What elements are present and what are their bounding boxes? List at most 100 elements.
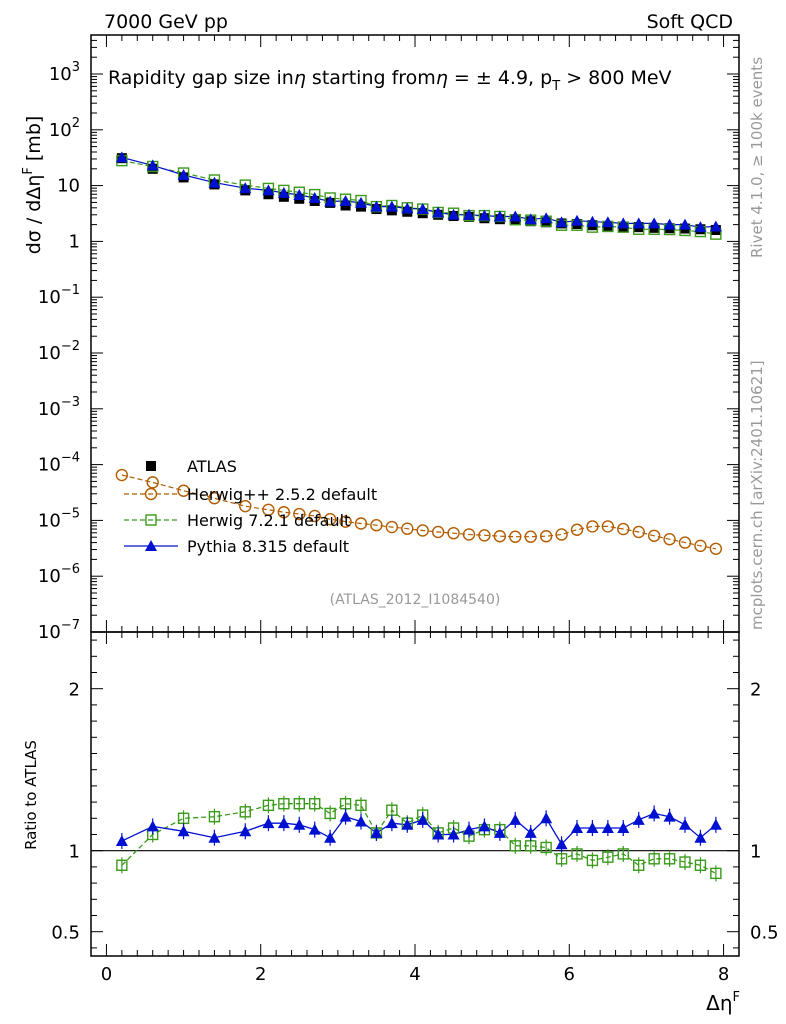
herwig-2-5-2-default-point [632, 525, 645, 539]
pythia-8-315-default-ratio-point [293, 818, 306, 830]
pythia-8-315-default-point [601, 216, 614, 228]
pythia-8-315-default-ratio-point [370, 826, 383, 838]
pythia-8-315-default-ratio-point [694, 831, 707, 843]
herwig-7-2-1-default-ratio-point [540, 841, 552, 854]
pythia-8-315-default-ratio-point [239, 825, 252, 837]
pythia-8-315-default-ratio-point [571, 822, 583, 834]
ratio-x-tick-labels: 0 2 4 6 8 [101, 964, 730, 985]
pythia-8-315-default-ratio-point [601, 822, 614, 834]
pythia-8-315-default-ratio-point [478, 820, 491, 832]
herwig-2-5-2-default-point [462, 528, 476, 541]
herwig-2-5-2-default-point [354, 517, 368, 530]
pythia-8-315-default-ratio-point [540, 812, 553, 824]
pythia-8-315-default-ratio-point [401, 818, 414, 830]
pythia-8-315-default-point [115, 151, 128, 163]
pythia-8-315-default-point [493, 210, 506, 222]
herwig-7-2-1-default-ratio-point [617, 848, 629, 860]
pythia-8-315-default-point [555, 216, 568, 228]
herwig-2-5-2-default-point [262, 503, 275, 516]
herwig-2-5-2-default-point [555, 528, 568, 541]
pythia-8-315-default-point [571, 214, 583, 226]
x-tick-label: 4 [409, 964, 420, 985]
main-y-tick-label: 10−3 [38, 395, 80, 420]
herwig-7-2-1-default-ratio-point [239, 806, 251, 818]
herwig-7-2-1-default-ratio-point [309, 798, 321, 810]
herwig-2-5-2-default-point [401, 522, 414, 535]
pythia-8-315-default-point [177, 168, 190, 180]
pythia-8-315-default-point [694, 221, 707, 233]
herwig-2-5-2-default-point [478, 529, 491, 542]
herwig-2-5-2-default-point [570, 523, 584, 536]
herwig-2-5-2-default-point [617, 522, 630, 536]
ratio-series-points [115, 795, 722, 882]
herwig-7-2-1-default-ratio-point [602, 851, 614, 863]
herwig-2-5-2-default-point [115, 468, 129, 482]
pythia-8-315-default-ratio-point [463, 823, 475, 835]
main-y-tick-label: 103 [49, 60, 80, 85]
herwig-7-2-1-default-ratio-point [571, 848, 583, 860]
pythia-8-315-default-point [355, 196, 367, 208]
x-axis-label: ΔηF [706, 990, 740, 1015]
pythia-8-315-default-ratio-point [146, 820, 159, 832]
pythia-8-315-default-point [277, 186, 290, 198]
pythia-8-315-default-ratio-point [177, 825, 190, 837]
herwig-2-5-2-default-point [601, 520, 615, 533]
herwig-7-2-1-default-ratio-point [648, 853, 660, 865]
pythia-8-315-default-point [416, 203, 429, 215]
legend-marker-herwig-7-2-1-default [145, 514, 157, 526]
pythia-8-315-default-point [586, 215, 599, 227]
legend-label-pythia-8-315-default: Pythia 8.315 default [187, 537, 349, 556]
pythia-8-315-default-ratio-point [447, 828, 460, 840]
pythia-8-315-default-ratio-point [385, 817, 398, 829]
analysis-id: (ATLAS_2012_I1084540) [330, 592, 501, 608]
legend-marker-herwig-2-5-2-default [144, 487, 158, 501]
herwig-7-2-1-default-ratio-point [116, 859, 128, 871]
herwig-2-5-2-default-point [447, 526, 460, 540]
herwig-7-2-1-default-ratio-point [679, 856, 691, 868]
main-axis-ticks [91, 34, 739, 633]
herwig-2-5-2-default-point [663, 533, 676, 546]
pythia-8-315-default-ratio-point [663, 810, 676, 822]
main-y-axis-label: dσ / dΔηF [mb] [21, 116, 45, 255]
main-series-points [115, 151, 723, 555]
herwig-7-2-1-default-ratio-point [278, 798, 290, 810]
main-y-tick-label: 10−2 [38, 339, 80, 364]
legend: ATLAS Herwig++ 2.5.2 default Herwig 7.2.1 … [124, 457, 377, 556]
rivet-label: Rivet 4.1.0, ≥ 100k events [748, 57, 766, 258]
herwig-2-5-2-default-point [323, 513, 337, 526]
pythia-8-315-default-ratio-point [524, 826, 537, 838]
herwig-2-5-2-default-point [678, 536, 692, 549]
pythia-8-315-default-point [146, 159, 159, 171]
pythia-8-315-default-ratio-point [648, 807, 661, 819]
herwig-2-5-2-default-point [586, 520, 599, 533]
herwig-7-2-1-default-ratio-point [586, 854, 599, 867]
pythia-8-315-default-point [663, 218, 676, 230]
pythia-8-315-default-ratio-point [115, 834, 128, 846]
main-y-tick-label: 10−6 [38, 562, 80, 587]
herwig-2-5-2-default-point [339, 515, 352, 528]
pythia-8-315-default-point [679, 218, 691, 230]
herwig-2-5-2-default-point [370, 519, 383, 532]
herwig-2-5-2-default-point [493, 530, 507, 543]
pythia-8-315-default-ratio-point [277, 817, 290, 829]
ratio-panel-frame [90, 631, 740, 957]
pythia-8-315-default-ratio-point [632, 813, 645, 825]
pythia-8-315-default-ratio-point [308, 823, 321, 835]
herwig-7-2-1-default-ratio-point [262, 799, 275, 812]
herwig-7-2-1-default-ratio-point [694, 859, 707, 871]
ratio-y-tick-label-left: 0.5 [51, 923, 80, 944]
pythia-8-315-default-point [709, 220, 722, 232]
pythia-8-315-default-point [324, 195, 337, 207]
herwig-2-5-2-default-point [239, 499, 252, 513]
ratio-y-tick-label-left: 2 [69, 680, 80, 701]
pythia-8-315-default-ratio-point [586, 822, 599, 834]
pythia-8-315-default-point [239, 182, 252, 194]
x-tick-label: 2 [255, 964, 266, 985]
pythia-8-315-default-ratio-point [324, 831, 337, 843]
x-tick-label: 6 [564, 964, 575, 985]
pythia-8-315-default-point [308, 191, 321, 203]
mcplots-label: mcplots.cern.ch [arXiv:2401.10621] [748, 360, 766, 630]
header-right: Soft QCD [647, 11, 733, 33]
pythia-8-315-default-ratio-point [416, 813, 429, 825]
ratio-axis-ticks [91, 632, 739, 956]
